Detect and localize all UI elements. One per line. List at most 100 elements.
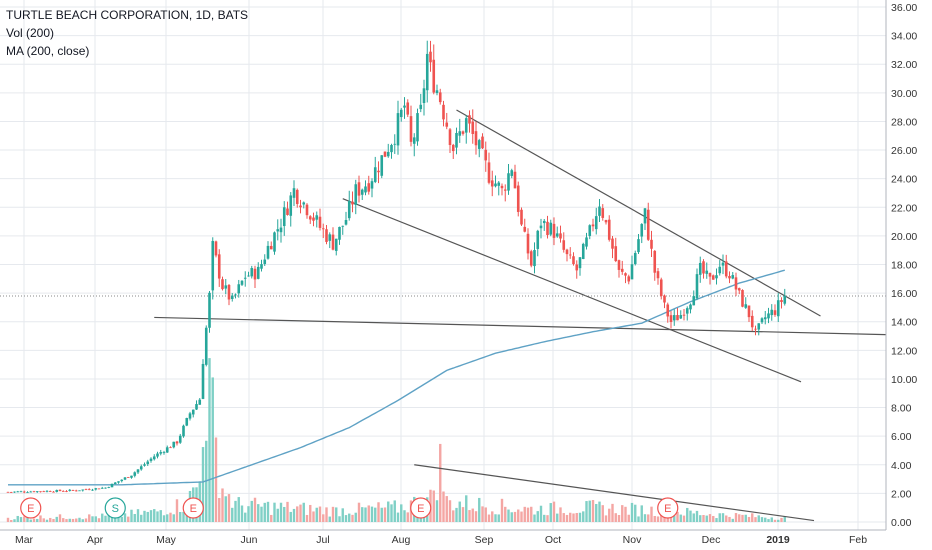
volume-bar (302, 502, 305, 522)
candle-body (409, 116, 413, 142)
chart-grid (0, 0, 886, 530)
volume-bar (231, 507, 234, 522)
candle-body (627, 276, 631, 282)
candle-body (347, 200, 351, 219)
volume-bar (250, 500, 253, 522)
candle-body (572, 256, 575, 265)
candle-body (211, 240, 215, 291)
volume-bar (370, 506, 374, 522)
candle-body (754, 328, 757, 330)
volume-bar (718, 513, 721, 522)
candle-body (406, 102, 410, 115)
candle-body (55, 490, 59, 492)
volume-bar (263, 502, 266, 522)
volume-bar (169, 512, 172, 522)
candle-body (503, 189, 507, 191)
volume-bar (400, 504, 403, 522)
candle-body (305, 204, 309, 216)
volume-bar (780, 517, 783, 522)
candle-body (191, 409, 195, 415)
candle-body (539, 225, 543, 229)
volume-bar (754, 517, 757, 522)
earnings-marker (657, 497, 679, 519)
x-tick-label: Jun (241, 534, 258, 546)
volume-bar (494, 514, 497, 522)
candle-body (169, 447, 172, 449)
volume-bar (276, 508, 279, 522)
volume-bar (305, 514, 309, 522)
candle-body (172, 441, 176, 448)
volume-bar (348, 513, 351, 522)
candle-body (396, 113, 400, 146)
volume-bar (166, 514, 169, 522)
volume-bar (543, 514, 546, 522)
volume-bar (104, 515, 107, 522)
volume-bar (734, 513, 738, 522)
volume-bar (764, 517, 767, 522)
volume-bar (627, 514, 630, 522)
volume-bar (510, 512, 513, 522)
volume-bar (507, 509, 510, 522)
candle-body (234, 294, 237, 296)
candle-body (100, 487, 104, 489)
y-tick-label: 30.00 (891, 88, 917, 100)
ma-legend[interactable]: MA (200, close) (6, 44, 90, 58)
volume-bar (383, 507, 387, 522)
volume-bar (585, 501, 588, 522)
volume-bar (725, 515, 728, 522)
volume-bar (393, 500, 396, 522)
candle-body (260, 264, 263, 269)
candle-body (386, 151, 390, 157)
volume-bar (396, 512, 400, 522)
candle-body (643, 208, 647, 224)
candle-body (611, 238, 614, 249)
volume-bar (702, 515, 705, 522)
candle-body (201, 363, 205, 399)
candle-body (282, 207, 286, 227)
y-tick-label: 28.00 (891, 116, 917, 128)
candle-body (357, 182, 361, 196)
candle-body (741, 290, 744, 307)
candle-body (230, 295, 234, 299)
volume-bar (49, 517, 52, 522)
candle-body (750, 315, 754, 328)
volume-bar (10, 520, 13, 522)
volume-bar (777, 519, 780, 522)
volume-bar (182, 511, 185, 522)
volume-bar (747, 516, 751, 522)
volume-bar (591, 500, 595, 522)
volume-bar (478, 497, 481, 522)
candle-body (494, 183, 497, 187)
volume-bar (757, 515, 760, 522)
volume-bar (770, 517, 773, 522)
candle-body (289, 195, 293, 216)
volume-bar (504, 506, 507, 522)
volume-bar (318, 506, 322, 522)
candle-body (630, 264, 634, 280)
volume-bar (354, 512, 357, 522)
candle-body (542, 220, 546, 224)
candle-body (552, 223, 556, 238)
volume-bar (682, 515, 686, 522)
volume-legend[interactable]: Vol (200) (6, 26, 55, 40)
candle-body (546, 221, 549, 236)
volume-bar (162, 515, 166, 522)
candle-body (97, 488, 101, 490)
candle-body (578, 257, 582, 269)
volume-bar (159, 510, 162, 522)
volume-bar (68, 518, 71, 522)
volume-bar (569, 512, 572, 522)
volume-bar (458, 501, 461, 522)
volume-bar (481, 506, 484, 522)
axes: 36.00 34.00 32.00 30.00 28.00 26.00 24.00 22.00… (0, 0, 917, 546)
volume-bar (578, 512, 582, 522)
candle-body (728, 275, 731, 279)
volume-bar (565, 514, 569, 522)
volume-bar (611, 503, 614, 522)
volume-bar (598, 501, 601, 522)
volume-bar (695, 510, 699, 522)
candle-body (279, 227, 283, 233)
volume-bar (679, 514, 682, 522)
volume-bar (127, 516, 130, 522)
